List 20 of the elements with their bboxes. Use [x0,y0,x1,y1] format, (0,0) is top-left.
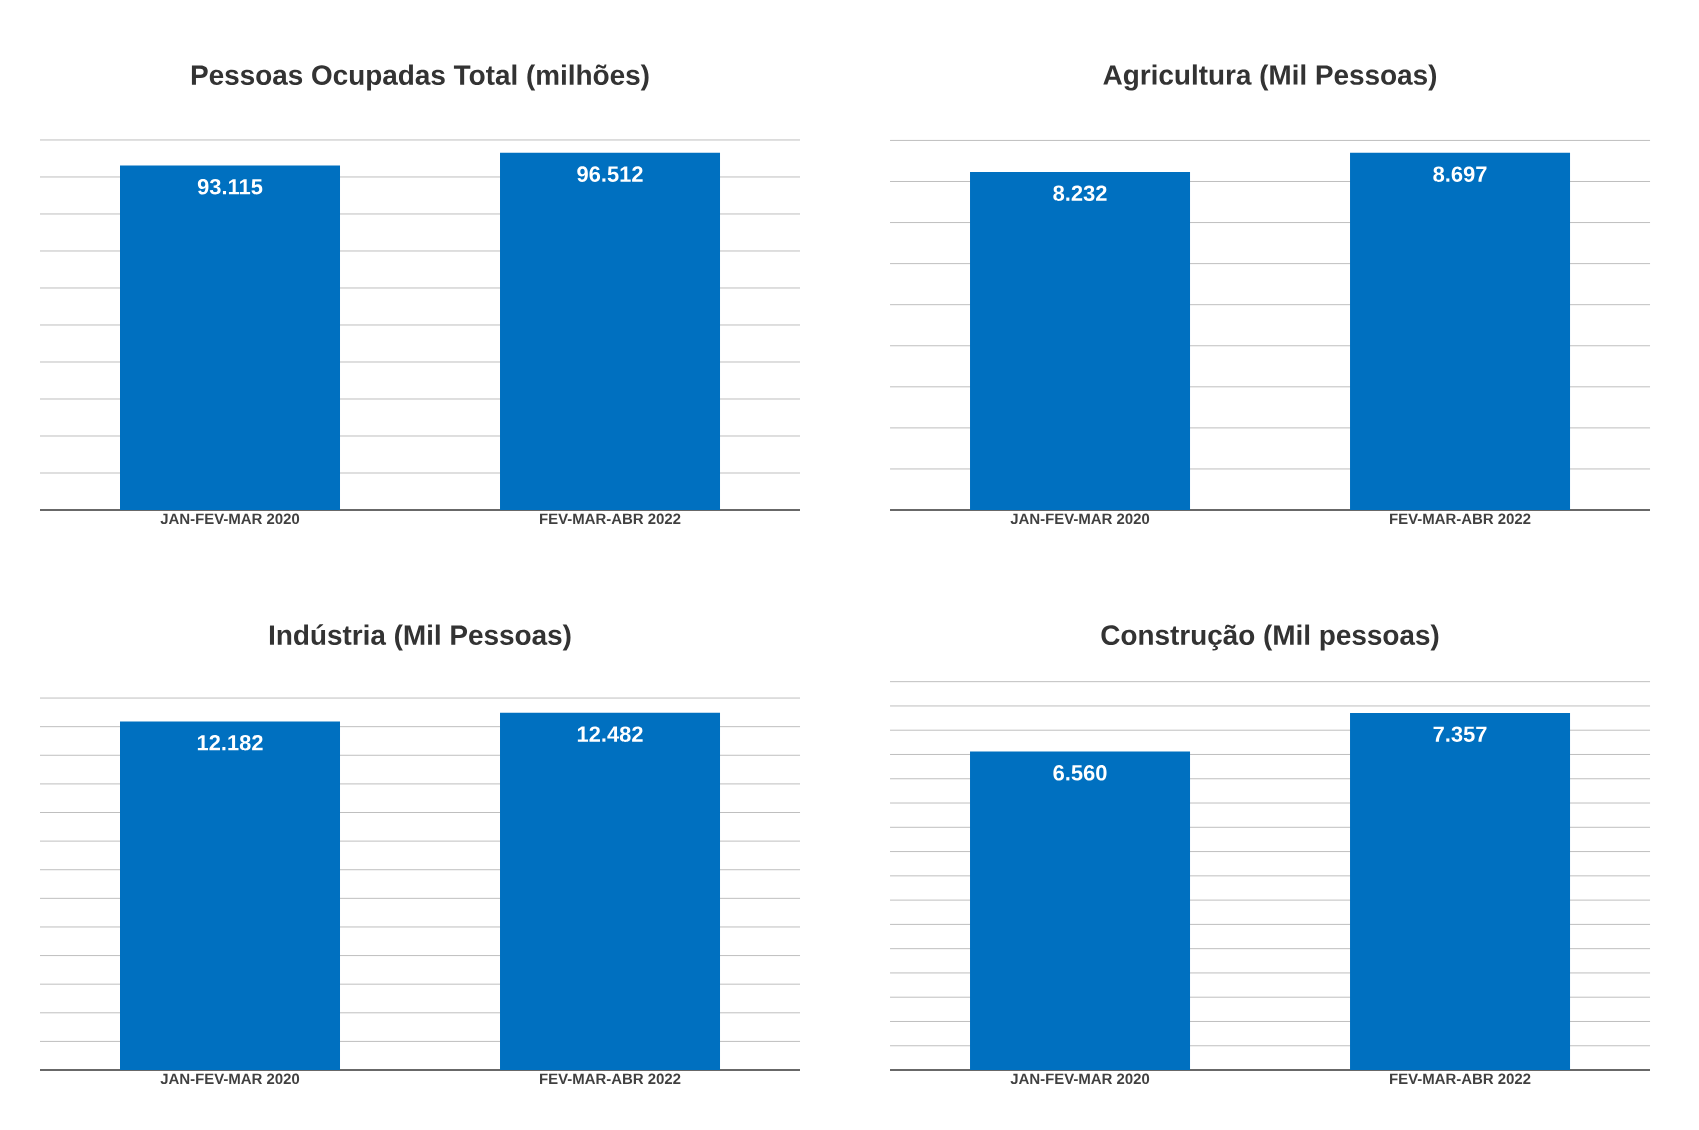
x-tick-label: JAN-FEV-MAR 2020 [1010,513,1150,525]
x-tick-label: FEV-MAR-ABR 2022 [540,1073,681,1085]
x-tick-label: JAN-FEV-MAR 2020 [160,513,300,525]
data-label: 12.182 [197,734,263,751]
x-tick-label: JAN-FEV-MAR 2020 [160,1073,300,1085]
chart-title: Pessoas Ocupadas Total (milhões) [191,64,649,91]
data-label: 7.357 [1433,726,1487,742]
data-label: 8.697 [1433,166,1487,182]
chart-title: Indústria (Mil Pessoas) [269,624,571,651]
x-tick-label: FEV-MAR-ABR 2022 [540,513,681,525]
data-label: 8.232 [1053,185,1107,202]
chart-title: Agricultura (Mil Pessoas) [1103,64,1437,91]
x-tick-label: FEV-MAR-ABR 2022 [1390,513,1531,525]
data-label: 6.560 [1053,765,1107,781]
chart-title: Construção (Mil pessoas) [1101,624,1439,651]
data-label: 93.115 [197,178,263,195]
data-label: 96.512 [577,166,643,182]
data-label: 12.482 [577,726,643,742]
x-tick-label: JAN-FEV-MAR 2020 [1010,1073,1150,1085]
x-tick-label: FEV-MAR-ABR 2022 [1390,1073,1531,1085]
